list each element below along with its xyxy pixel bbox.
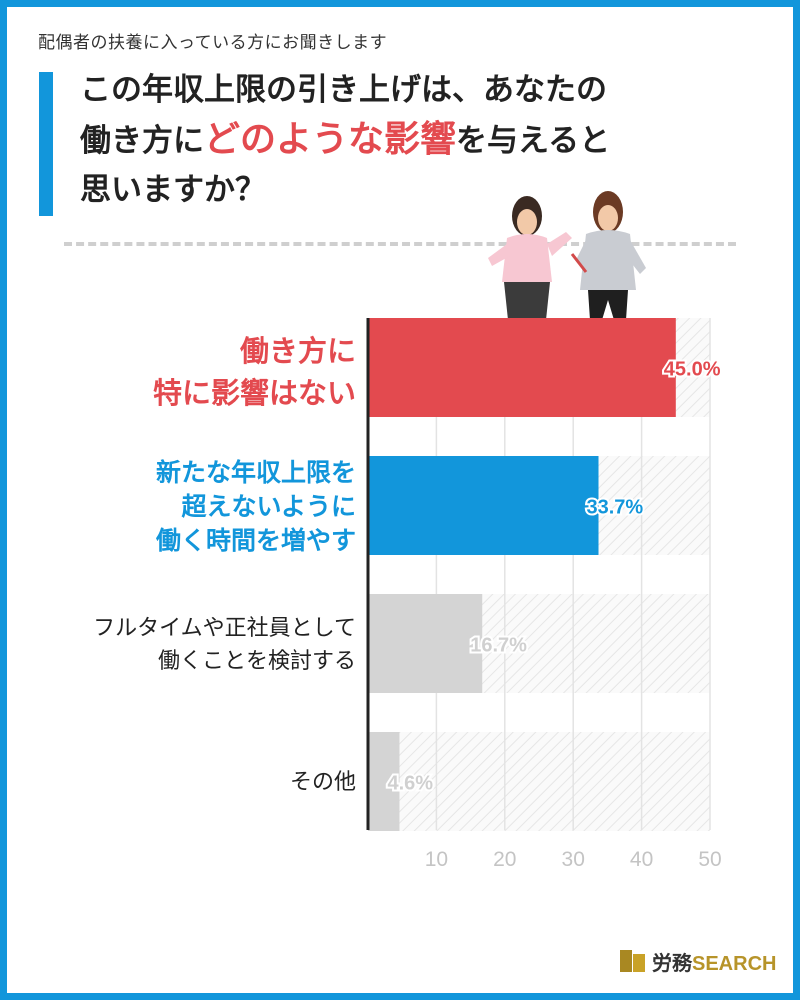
title-line-2: 働き方にどのような影響を与えると <box>80 115 770 166</box>
dashed-divider <box>64 242 736 246</box>
x-tick-label: 20 <box>493 848 516 871</box>
value-label: 45.0% <box>664 359 721 381</box>
woman-right-figure <box>570 191 646 320</box>
brand-name-jp: 労務 <box>652 952 692 975</box>
title-accent-bar <box>39 72 53 216</box>
value-label: 16.7% <box>470 635 527 657</box>
category-label-line: 働き方に <box>239 336 356 368</box>
two-women-illustration <box>488 191 646 320</box>
book-logo-icon <box>620 950 646 972</box>
x-tick-label: 10 <box>425 848 448 871</box>
value-label: 33.7% <box>587 497 644 519</box>
data-bar <box>368 732 400 831</box>
x-tick-label: 40 <box>630 848 653 871</box>
title-line-2-post: を与えると <box>456 123 611 159</box>
category-label-line: 働くことを検討する <box>157 648 356 673</box>
brand-logo: 労務SEARCH <box>620 946 776 976</box>
brand-name-en: SEARCH <box>692 952 777 975</box>
title-line-1: この年収上限の引き上げは、あなたの <box>80 72 607 108</box>
category-label-fulltime: フルタイムや正社員として 働くことを検討する <box>93 611 356 677</box>
bar-track <box>368 732 710 831</box>
data-bar <box>368 594 483 693</box>
category-label-no-impact: 働き方に 特に影響はない <box>153 331 356 415</box>
category-label-line: その他 <box>289 769 356 794</box>
title-line-3: 思いますか？ <box>80 172 266 208</box>
category-label-line: フルタイムや正社員として <box>93 615 356 640</box>
brand-name: 労務SEARCH <box>652 947 776 976</box>
category-label-line: 特に影響はない <box>152 378 356 410</box>
category-label-reduce-hours: 新たな年収上限を 超えないように 働く時間を増やす <box>156 456 356 558</box>
value-label: 4.6% <box>387 773 433 795</box>
survey-target-text: 配偶者の扶養に入っている方にお聞きします <box>38 33 388 53</box>
woman-left-figure <box>488 196 572 320</box>
data-bar <box>368 318 676 417</box>
question-title: この年収上限の引き上げは、あなたの 働き方にどのような影響を与えると 思いますか… <box>80 66 770 215</box>
category-label-line: 働く時間を増やす <box>155 527 356 555</box>
title-line-2-pre: 働き方に <box>80 123 204 159</box>
category-label-other: その他 <box>290 765 356 798</box>
category-label-line: 超えないように <box>181 493 356 521</box>
x-tick-label: 50 <box>698 848 721 871</box>
data-bar <box>368 456 599 555</box>
title-highlight: どのような影響 <box>204 119 457 160</box>
category-label-line: 新たな年収上限を <box>155 459 356 487</box>
x-tick-label: 30 <box>562 848 585 871</box>
